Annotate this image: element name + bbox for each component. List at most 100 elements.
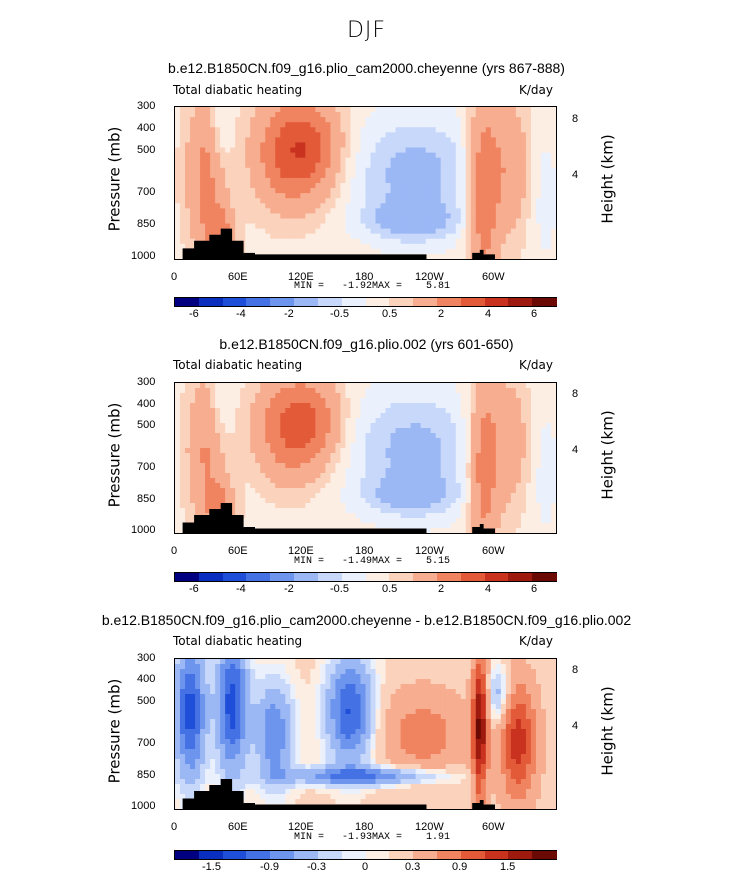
field-cell	[515, 213, 522, 220]
field-cell	[465, 463, 472, 469]
field-cell	[365, 398, 372, 404]
field-cell	[315, 438, 321, 444]
field-cell	[500, 403, 507, 409]
field-cell	[525, 403, 532, 409]
field-cell	[490, 137, 497, 144]
field-cell	[205, 468, 211, 474]
field-cell	[540, 483, 547, 489]
field-cell	[340, 183, 347, 189]
field-cell	[365, 473, 372, 479]
field-cell	[200, 483, 206, 489]
field-cell	[490, 132, 497, 138]
field-cell	[425, 218, 432, 225]
field-cell	[480, 498, 487, 504]
field-cell	[240, 393, 246, 399]
field-cell	[490, 513, 497, 519]
field-cell	[265, 493, 271, 499]
field-cell	[230, 679, 236, 685]
field-cell	[355, 208, 362, 214]
field-cell	[450, 659, 457, 665]
field-cell	[535, 198, 542, 204]
field-cell	[245, 198, 251, 204]
field-cell	[215, 669, 221, 675]
field-cell	[260, 127, 266, 133]
field-cell	[350, 664, 357, 670]
field-cell	[200, 408, 206, 414]
field-cell	[335, 117, 342, 123]
field-cell	[320, 453, 326, 459]
field-cell	[300, 228, 306, 235]
field-cell	[200, 498, 206, 504]
field-cell	[455, 503, 462, 509]
field-cell	[360, 508, 367, 514]
field-cell	[445, 438, 452, 444]
field-cell	[260, 413, 266, 419]
field-cell	[190, 674, 196, 680]
field-cell	[370, 243, 377, 250]
field-cell	[280, 403, 286, 409]
field-cell	[235, 483, 241, 489]
field-cell	[275, 418, 281, 424]
field-cell	[305, 473, 311, 479]
field-cell	[360, 488, 367, 494]
field-cell	[345, 498, 352, 504]
field-cell	[265, 152, 271, 159]
field-cell	[520, 243, 527, 250]
field-cell	[430, 107, 437, 113]
colorbar-2-swatch	[389, 573, 414, 581]
field-cell	[355, 112, 362, 118]
field-cell	[470, 132, 477, 138]
field-cell	[320, 248, 326, 255]
field-cell	[375, 203, 382, 209]
field-cell	[485, 418, 492, 424]
field-cell	[415, 117, 422, 123]
field-cell	[240, 659, 246, 665]
field-cell	[220, 188, 226, 194]
field-cell	[335, 423, 342, 429]
field-cell	[415, 238, 422, 245]
field-cell	[410, 183, 417, 189]
field-cell	[240, 172, 246, 179]
field-cell	[370, 453, 377, 459]
field-cell	[320, 468, 326, 474]
field-cell	[185, 112, 191, 118]
field-cell	[520, 383, 527, 389]
field-cell	[190, 238, 196, 245]
field-cell	[405, 398, 412, 404]
field-cell	[275, 388, 281, 394]
field-cell	[390, 669, 397, 675]
field-cell	[465, 193, 472, 199]
field-cell	[390, 453, 397, 459]
field-cell	[445, 423, 452, 429]
field-cell	[355, 659, 362, 665]
field-cell	[420, 463, 427, 469]
field-cell	[520, 117, 527, 123]
field-cell	[515, 438, 522, 444]
field-cell	[400, 142, 407, 149]
field-cell	[350, 523, 357, 529]
field-cell	[435, 183, 442, 189]
field-cell	[395, 132, 402, 138]
field-cell	[230, 413, 236, 419]
field-cell	[400, 223, 407, 230]
field-cell	[500, 428, 507, 434]
field-cell	[245, 203, 251, 209]
field-cell	[180, 488, 186, 494]
field-cell	[355, 523, 362, 529]
field-cell	[535, 443, 542, 449]
field-cell	[525, 188, 532, 194]
field-cell	[320, 448, 326, 454]
field-cell	[195, 463, 201, 469]
field-cell	[370, 493, 377, 499]
field-cell	[470, 127, 477, 133]
field-cell	[410, 669, 417, 675]
field-cell	[230, 659, 236, 665]
field-cell	[540, 188, 547, 194]
field-cell	[215, 498, 221, 504]
field-cell	[315, 107, 321, 113]
field-cell	[540, 198, 547, 204]
field-cell	[490, 228, 497, 235]
field-cell	[325, 443, 331, 449]
field-cell	[355, 403, 362, 409]
field-cell	[515, 463, 522, 469]
